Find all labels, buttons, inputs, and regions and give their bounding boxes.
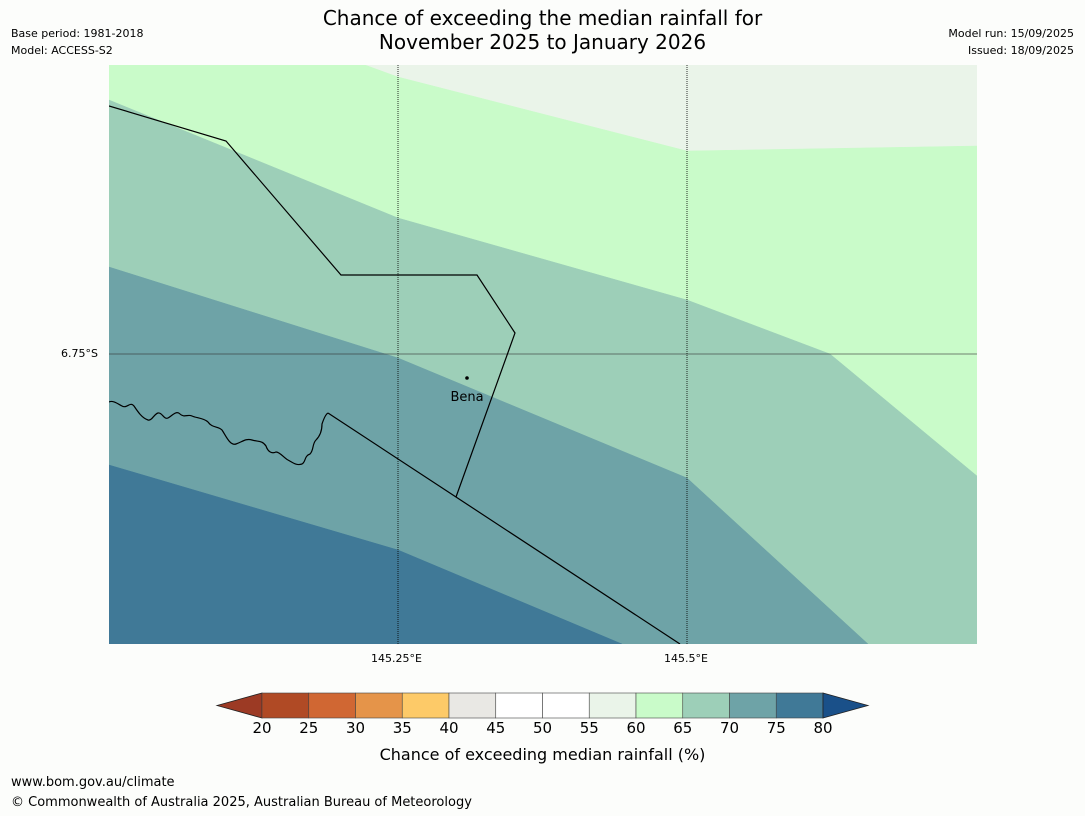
colorbar-tick-label: 55 — [579, 719, 599, 737]
colorbar-box-20-25 — [261, 692, 310, 719]
colorbar-label: Chance of exceeding median rainfall (%) — [379, 745, 706, 764]
admin-boundary-south — [327, 412, 681, 644]
colorbar-tick-label: 45 — [486, 719, 506, 737]
colorbar-box-30-35 — [355, 692, 403, 719]
colorbar-box-75-80 — [775, 692, 824, 719]
admin-boundary-north — [109, 105, 516, 498]
lat-tick-label: 6.75°S — [61, 347, 98, 360]
lon-tick-label-2: 145.5°E — [664, 652, 708, 665]
colorbar-tick-label: 60 — [626, 719, 646, 737]
zone-75-80 — [109, 464, 623, 644]
river-line — [109, 400, 329, 466]
bena-marker[interactable] — [465, 376, 469, 380]
colorbar-box-25-30 — [308, 692, 356, 719]
issued-date: Issued: 18/09/2025 — [967, 44, 1074, 57]
colorbar-tick-label: 65 — [673, 719, 693, 737]
map-panel[interactable]: Bena — [109, 65, 977, 644]
colorbar-box-40-45 — [448, 692, 497, 719]
title-line-2: November 2025 to January 2026 — [378, 30, 707, 54]
colorbar-tick-label: 40 — [439, 719, 459, 737]
footer-url[interactable]: www.bom.gov.au/climate — [11, 775, 175, 790]
map-svg[interactable]: Bena — [109, 65, 977, 644]
colorbar-extend-high — [822, 692, 870, 719]
lon-tick-label-1: 145.25°E — [371, 652, 422, 665]
colorbar-tick-label: 20 — [252, 719, 272, 737]
colorbar-tick-label: 80 — [813, 719, 833, 737]
colorbar-tick-label: 30 — [345, 719, 366, 737]
colorbar-tick-label: 75 — [766, 719, 786, 737]
chart-title: Chance of exceeding the median rainfall … — [0, 6, 1085, 54]
colorbar-box-35-40 — [401, 692, 450, 719]
place-label-bena: Bena — [450, 390, 483, 405]
title-line-1: Chance of exceeding the median rainfall … — [322, 6, 763, 30]
colorbar-box-50-55 — [542, 692, 590, 719]
model-run: Model run: 15/09/2025 — [948, 27, 1074, 40]
base-period: Base period: 1981-2018 — [11, 27, 144, 40]
colorbar-box-45-50 — [495, 692, 543, 719]
colorbar-tick-label: 50 — [532, 719, 553, 737]
colorbar-box-70-75 — [729, 692, 777, 719]
footer-copyright: © Commonwealth of Australia 2025, Austra… — [11, 795, 472, 810]
colorbar-tick-label: 70 — [719, 719, 740, 737]
colorbar-box-65-70 — [682, 692, 730, 719]
meta-right: Model run: 15/09/2025 Issued: 18/09/2025 — [948, 25, 1074, 59]
colorbar-box-60-65 — [635, 692, 684, 719]
colorbar-box-55-60 — [588, 692, 637, 719]
model-name: Model: ACCESS-S2 — [11, 44, 113, 57]
colorbar-tick-label: 35 — [392, 719, 412, 737]
colorbar-tick-label: 25 — [299, 719, 319, 737]
colorbar-extend-low — [215, 692, 263, 719]
meta-left: Base period: 1981-2018 Model: ACCESS-S2 — [11, 25, 143, 59]
